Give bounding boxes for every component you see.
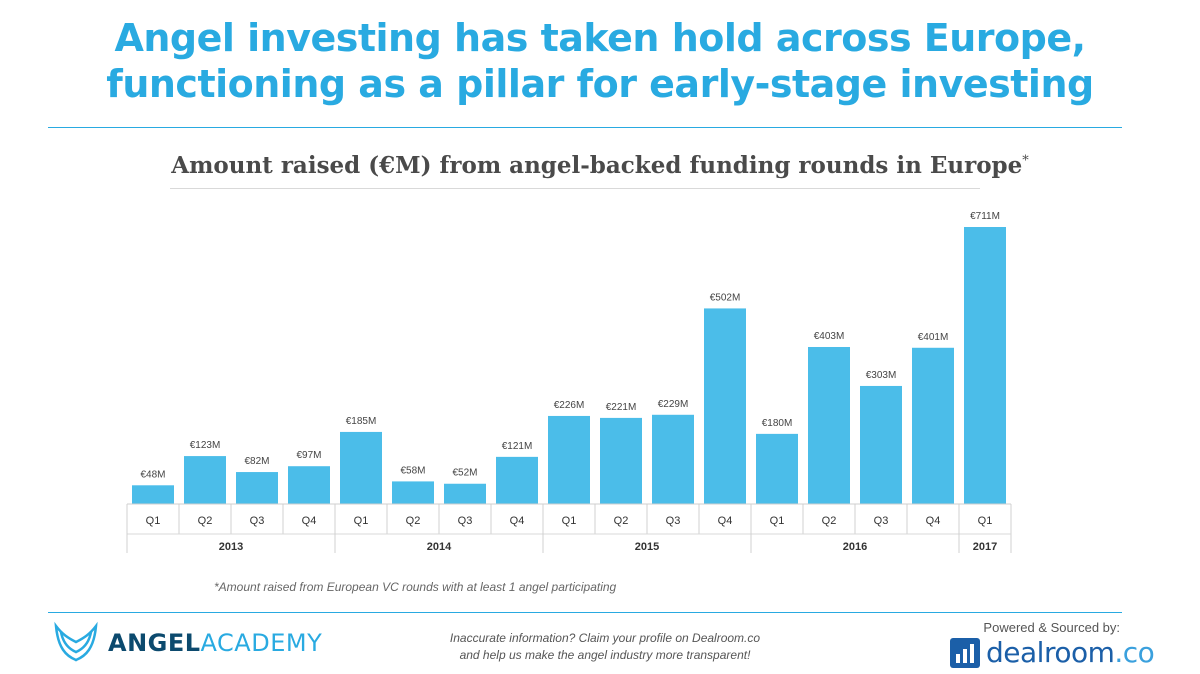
bar — [756, 433, 798, 504]
dealroom-bars-icon — [950, 637, 980, 668]
bar — [704, 308, 746, 504]
bar-value-label: €226M — [554, 400, 585, 411]
bar — [236, 472, 278, 504]
year-tick-label: 2016 — [843, 541, 867, 553]
bar — [600, 417, 642, 504]
year-tick-label: 2017 — [973, 541, 997, 553]
bar — [912, 347, 954, 504]
angel-academy-wordmark: ANGELACADEMY — [108, 629, 322, 657]
dealroom-logo[interactable]: dealroom.co — [950, 636, 1155, 669]
bar — [496, 456, 538, 504]
bar-value-label: €502M — [710, 292, 741, 303]
claim-note-line-2: and help us make the angel industry more… — [459, 648, 751, 662]
bar-value-label: €97M — [296, 450, 321, 461]
dealroom-suffix: .co — [1114, 636, 1155, 669]
quarter-tick-label: Q2 — [406, 515, 421, 527]
chart-title-underline — [170, 188, 980, 189]
angel-academy-logo[interactable]: ANGELACADEMY — [52, 620, 322, 666]
bar — [444, 483, 486, 504]
bar-value-label: €303M — [866, 370, 897, 381]
quarter-tick-label: Q1 — [978, 515, 993, 527]
claim-note-line-1: Inaccurate information? Claim your profi… — [449, 631, 761, 645]
quarter-tick-label: Q1 — [562, 515, 577, 527]
bar-value-label: €48M — [140, 469, 165, 480]
bar — [132, 485, 174, 504]
bar-value-label: €52M — [452, 468, 477, 479]
bar — [808, 346, 850, 504]
bar — [184, 456, 226, 504]
quarter-tick-label: Q4 — [510, 515, 525, 527]
quarter-tick-label: Q3 — [458, 515, 473, 527]
bar — [392, 481, 434, 504]
year-tick-label: 2013 — [219, 541, 243, 553]
quarter-tick-label: Q1 — [146, 515, 161, 527]
bar-value-label: €185M — [346, 416, 377, 427]
footer-divider — [48, 612, 1122, 613]
headline-line-1: Angel investing has taken hold across Eu… — [114, 16, 1086, 60]
bar — [860, 385, 902, 504]
quarter-tick-label: Q1 — [770, 515, 785, 527]
year-tick-label: 2014 — [427, 541, 452, 553]
bar-value-label: €180M — [762, 418, 793, 429]
footnote: *Amount raised from European VC rounds w… — [214, 580, 617, 594]
quarter-tick-label: Q4 — [302, 515, 317, 527]
quarter-tick-label: Q2 — [198, 515, 213, 527]
bar-value-label: €711M — [970, 211, 1000, 222]
bar-value-label: €123M — [190, 440, 221, 451]
quarter-tick-label: Q3 — [250, 515, 265, 527]
quarter-tick-label: Q3 — [874, 515, 889, 527]
bar-value-label: €221M — [606, 402, 637, 413]
bar-value-label: €403M — [814, 331, 845, 342]
quarter-tick-label: Q2 — [822, 515, 837, 527]
headline-line-2: functioning as a pillar for early-stage … — [106, 62, 1094, 106]
chart-title-asterisk: * — [1022, 153, 1029, 169]
bar-value-label: €82M — [244, 456, 269, 467]
bar-value-label: €229M — [658, 399, 689, 410]
quarter-tick-label: Q1 — [354, 515, 369, 527]
bar — [652, 414, 694, 504]
bar — [288, 466, 330, 504]
quarter-tick-label: Q4 — [926, 515, 941, 527]
quarter-tick-label: Q3 — [666, 515, 681, 527]
dealroom-wordmark: dealroom.co — [986, 636, 1155, 669]
header-divider — [48, 127, 1122, 128]
bar-value-label: €58M — [400, 465, 425, 476]
powered-by-label: Powered & Sourced by: — [983, 620, 1120, 635]
brand-part-academy: ACADEMY — [200, 629, 323, 657]
chart-title-text: Amount raised (€M) from angel-backed fun… — [171, 152, 1023, 179]
bar-value-label: €401M — [918, 332, 949, 343]
bar — [964, 227, 1006, 504]
year-tick-label: 2015 — [635, 541, 659, 553]
chart-title: Amount raised (€M) from angel-backed fun… — [0, 152, 1200, 179]
claim-profile-note: Inaccurate information? Claim your profi… — [400, 630, 810, 664]
brand-part-angel: ANGEL — [108, 629, 201, 657]
wings-icon — [54, 621, 98, 662]
quarter-tick-label: Q2 — [614, 515, 629, 527]
dealroom-word: dealroom — [986, 636, 1115, 669]
bar-value-label: €121M — [502, 441, 533, 452]
bar — [548, 415, 590, 504]
bar — [340, 431, 382, 504]
quarter-tick-label: Q4 — [718, 515, 733, 527]
